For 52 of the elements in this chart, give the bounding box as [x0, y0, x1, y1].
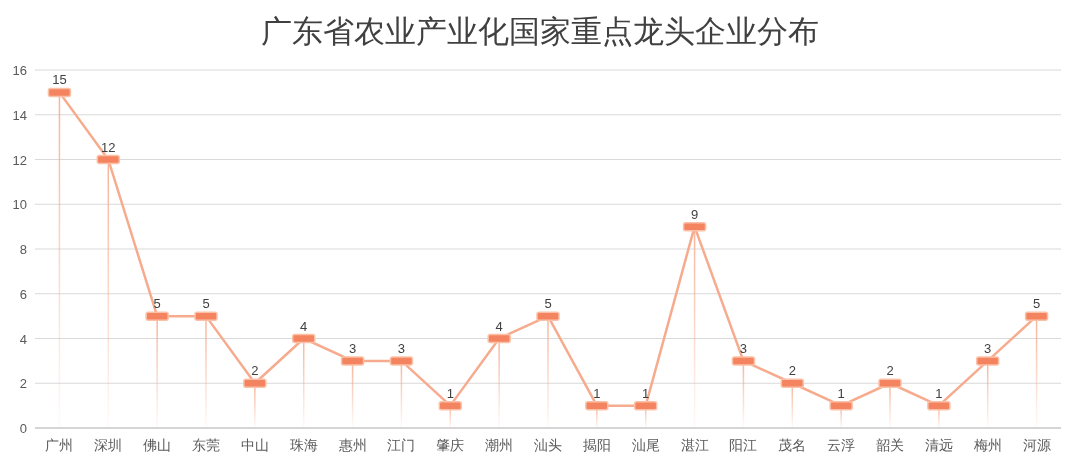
data-label: 12	[101, 139, 116, 155]
y-tick-label: 10	[12, 197, 27, 213]
data-label: 3	[984, 340, 992, 356]
x-tick-label: 茂名	[778, 437, 807, 453]
data-label: 2	[886, 363, 894, 379]
x-tick-label: 东莞	[192, 437, 220, 453]
x-tick-label: 汕头	[534, 437, 562, 453]
y-tick-label: 6	[19, 286, 27, 302]
data-label: 1	[642, 385, 650, 401]
data-label: 15	[52, 72, 67, 88]
data-label: 1	[446, 385, 454, 401]
x-tick-label: 中山	[240, 437, 269, 453]
chart-title: 广东省农业产业化国家重点龙头企业分布	[261, 14, 819, 49]
data-label: 4	[495, 318, 503, 334]
x-tick-label: 佛山	[143, 437, 172, 453]
data-label: 1	[593, 385, 601, 401]
data-label: 5	[153, 296, 161, 312]
data-label: 9	[690, 206, 699, 222]
x-tick-label: 湛江	[680, 437, 709, 453]
x-tick-label: 肇庆	[436, 437, 465, 453]
x-tick-label: 梅州	[972, 437, 1002, 453]
data-label: 2	[788, 363, 796, 379]
x-tick-label: 深圳	[94, 437, 123, 453]
data-label: 3	[397, 340, 406, 356]
x-tick-label: 江门	[387, 437, 416, 453]
y-tick-label: 14	[12, 107, 27, 123]
x-tick-label: 惠州	[337, 437, 367, 453]
x-tick-label: 汕尾	[631, 437, 660, 453]
x-tick-label: 河源	[1022, 437, 1051, 453]
x-tick-label: 韶关	[876, 437, 904, 453]
x-tick-label: 揭阳	[582, 437, 611, 453]
data-label: 3	[348, 340, 357, 356]
data-label: 4	[300, 318, 308, 334]
x-tick-label: 珠海	[289, 437, 318, 453]
y-tick-label: 0	[19, 421, 27, 436]
data-label: 2	[251, 363, 259, 379]
data-label: 3	[739, 340, 748, 356]
x-tick-label: 广州	[45, 437, 74, 453]
y-tick-label: 4	[19, 331, 27, 347]
y-tick-label: 8	[19, 242, 27, 257]
x-tick-label: 清远	[924, 437, 953, 453]
y-tick-label: 16	[12, 63, 27, 78]
data-label: 1	[837, 385, 845, 401]
data-label: 5	[1032, 296, 1041, 312]
x-tick-label: 阳江	[729, 437, 758, 453]
data-label: 1	[935, 385, 943, 401]
y-tick-label: 2	[19, 376, 27, 392]
x-tick-label: 潮州	[485, 437, 514, 453]
x-tick-label: 云浮	[827, 437, 856, 453]
data-label: 5	[544, 296, 552, 312]
data-label: 5	[202, 296, 210, 312]
y-tick-label: 12	[12, 152, 27, 168]
